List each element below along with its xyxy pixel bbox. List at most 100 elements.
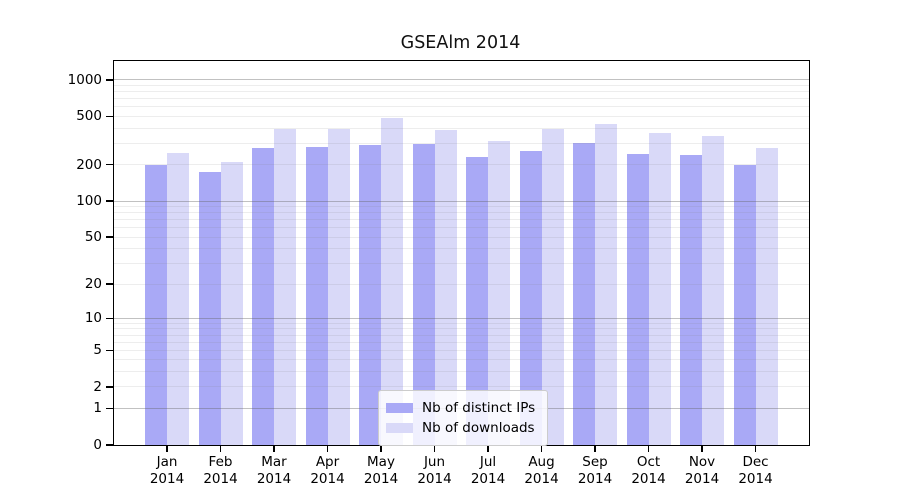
legend-item-distinct-ips: Nb of distinct IPs (386, 398, 535, 418)
y-tick-500 (106, 115, 114, 118)
bar-nb-of-downloads-mar (274, 129, 296, 445)
x-tick-label-month: Apr (315, 454, 340, 470)
x-tick-apr (326, 445, 329, 452)
y-tick-label-50: 50 (84, 229, 102, 246)
x-tick-label-year: 2014 (631, 471, 666, 487)
x-tick-feb (219, 445, 222, 452)
bar-nb-of-distinct-ips-sep (573, 143, 595, 445)
x-tick-jun (433, 445, 436, 452)
y-tick-label-0: 0 (93, 437, 102, 453)
x-tick-label-year: 2014 (203, 471, 238, 487)
x-tick-label-sep: Sep 2014 (565, 454, 625, 488)
legend-label-distinct-ips: Nb of distinct IPs (422, 400, 536, 416)
bars-layer (114, 61, 809, 445)
x-tick-label-year: 2014 (363, 471, 399, 487)
legend-label-downloads: Nb of downloads (422, 420, 535, 436)
y-tick-5 (106, 349, 114, 352)
y-tick-label-1: 1 (93, 400, 102, 417)
chart-title: GSEAlm 2014 (400, 33, 521, 53)
y-tick-label-200: 200 (76, 156, 102, 173)
x-tick-label-month: Jul (479, 454, 497, 470)
bar-nb-of-downloads-jun (434, 129, 457, 445)
x-tick-label-year: 2014 (417, 471, 452, 487)
plot-area: 0 1 2 5 10 20 50 100 200 500 1000 Jan 2014 Feb 2014 Ma… (68, 60, 810, 487)
y-tick-10 (106, 317, 114, 319)
x-tick-oct (647, 445, 650, 452)
legend-item-downloads: Nb of downloads (386, 418, 535, 438)
y-tick-label-100: 100 (76, 193, 102, 210)
bar-nb-of-downloads-aug (541, 129, 564, 445)
legend: Nb of distinct IPs Nb of downloads (378, 390, 549, 446)
bar-nb-of-distinct-ips-may (359, 144, 381, 445)
x-tick-dec (754, 445, 757, 452)
bar-nb-of-downloads-jan (167, 152, 189, 445)
bar-nb-of-distinct-ips-aug (519, 150, 542, 445)
y-tick-label-10: 10 (84, 310, 102, 327)
x-tick-label-apr: Apr 2014 (298, 454, 358, 488)
x-tick-jan (166, 445, 168, 452)
x-tick-label-month: Aug (528, 454, 555, 470)
bar-nb-of-downloads-feb (220, 162, 243, 445)
y-tick-label-20: 20 (84, 276, 102, 293)
x-tick-label-nov: Nov 2014 (672, 454, 732, 488)
x-tick-label-year: 2014 (738, 471, 773, 487)
bar-nb-of-downloads-jul (488, 140, 510, 445)
x-tick-label-month: Nov (688, 454, 716, 470)
bar-nb-of-downloads-nov (702, 135, 724, 445)
y-axis: 0 1 2 5 10 20 50 100 200 500 1000 (68, 61, 809, 453)
x-tick-label-jul: Jul 2014 (458, 454, 518, 488)
x-tick-label-year: 2014 (470, 471, 506, 487)
bar-nb-of-downloads-dec (755, 147, 778, 445)
x-tick-label-aug: Aug 2014 (512, 454, 572, 488)
x-tick-label-year: 2014 (524, 471, 559, 487)
x-tick-label-month: Jun (423, 454, 446, 470)
x-tick-label-month: Sep (582, 454, 608, 470)
y-tick-label-2: 2 (93, 378, 102, 395)
y-tick-1000 (106, 79, 114, 81)
x-tick-label-month: May (367, 454, 395, 470)
y-tick-label-500: 500 (76, 108, 102, 125)
x-tick-label-jun: Jun 2014 (405, 454, 465, 488)
y-tick-1 (106, 407, 114, 410)
x-tick-label-month: Dec (742, 454, 769, 470)
bar-nb-of-downloads-apr (327, 129, 350, 445)
legend-swatch-downloads (386, 423, 413, 433)
x-tick-label-oct: Oct 2014 (619, 454, 679, 488)
y-tick-50 (106, 236, 114, 238)
y-tick-100 (106, 200, 114, 202)
x-tick-may (380, 445, 382, 452)
x-tick-sep (594, 445, 596, 452)
y-tick-label-1000: 1000 (67, 71, 102, 88)
x-tick-label-feb: Feb 2014 (191, 454, 251, 488)
x-tick-label-jan: Jan 2014 (137, 454, 197, 488)
x-tick-label-month: Mar (261, 454, 287, 470)
bar-nb-of-downloads-may (381, 118, 403, 445)
x-axis: Jan 2014 Feb 2014 Mar 2014 Apr 2014 May 2014 Jun 20… (114, 61, 809, 487)
bar-nb-of-distinct-ips-nov (680, 155, 702, 445)
x-tick-label-mar: Mar 2014 (244, 454, 304, 488)
x-tick-label-dec: Dec 2014 (726, 454, 786, 488)
bar-nb-of-distinct-ips-feb (198, 171, 221, 445)
x-tick-label-year: 2014 (256, 471, 292, 487)
bar-nb-of-distinct-ips-dec (733, 165, 756, 445)
x-tick-label-month: Feb (208, 454, 233, 470)
x-tick-aug (540, 445, 543, 452)
x-tick-label-year: 2014 (577, 471, 613, 487)
y-tick-200 (106, 163, 114, 166)
x-tick-label-month: Jan (156, 454, 178, 470)
bar-nb-of-distinct-ips-jun (412, 143, 435, 445)
bar-nb-of-distinct-ips-oct (626, 153, 649, 445)
y-tick-20 (106, 283, 114, 285)
x-tick-label-year: 2014 (684, 471, 720, 487)
bar-nb-of-downloads-oct (648, 132, 671, 445)
x-tick-label-month: Oct (636, 454, 661, 470)
y-tick-0 (106, 444, 114, 446)
bar-nb-of-downloads-sep (595, 124, 617, 445)
bar-nb-of-distinct-ips-jul (466, 156, 488, 445)
bar-nb-of-distinct-ips-jan (145, 165, 167, 445)
x-tick-mar (273, 445, 275, 452)
x-tick-jul (487, 445, 489, 452)
y-tick-label-5: 5 (93, 342, 102, 359)
y-tick-2 (106, 386, 114, 388)
